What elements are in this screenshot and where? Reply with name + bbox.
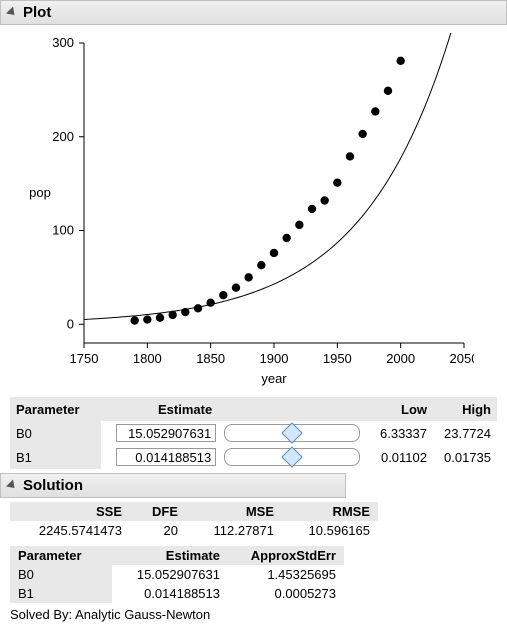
estimate-input[interactable] (116, 424, 216, 442)
param-name: B0 (10, 421, 101, 445)
solution-title: Solution (23, 477, 83, 494)
slider-cell[interactable] (218, 421, 369, 445)
solution-param-table: Parameter Estimate ApproxStdErr B0 15.05… (10, 546, 344, 603)
plot-svg: 1750 1800 1850 1900 1950 2000 2050 0 100 200 300 ye… (24, 33, 474, 389)
svg-text:1950: 1950 (323, 351, 352, 366)
param-stderr: 0.0005273 (228, 584, 344, 603)
solution-param-row: B0 15.052907631 1.45325695 (10, 565, 344, 584)
solved-by-line: Solved By: Analytic Gauss-Newton (10, 607, 497, 622)
svg-text:year: year (261, 371, 287, 386)
svg-text:1750: 1750 (70, 351, 99, 366)
param-row: B0 6.33337 23.7724 (10, 421, 497, 445)
param-name: B1 (10, 584, 112, 603)
svg-text:1800: 1800 (133, 351, 162, 366)
plot-area: 1750 1800 1850 1900 1950 2000 2050 0 100 200 300 ye… (0, 25, 507, 391)
parameter-slider-table: Parameter Estimate Low High B0 6.33337 2… (10, 397, 497, 469)
dfe-value: 20 (130, 521, 186, 540)
svg-text:pop: pop (29, 185, 51, 200)
svg-text:200: 200 (52, 129, 74, 144)
col-low: Low (369, 397, 433, 421)
param-high: 0.01735 (433, 445, 497, 469)
param-name: B0 (10, 565, 112, 584)
mse-value: 112.27871 (186, 521, 282, 540)
svg-text:1900: 1900 (260, 351, 289, 366)
col-mse: MSE (186, 502, 282, 521)
solution-param-row: B1 0.014188513 0.0005273 (10, 584, 344, 603)
param-low: 6.33337 (369, 421, 433, 445)
slider-track[interactable] (224, 448, 360, 466)
disclosure-triangle-icon[interactable] (6, 479, 18, 491)
col-parameter: Parameter (10, 397, 101, 421)
col-estimate: Estimate (101, 397, 218, 421)
param-row: B1 0.01102 0.01735 (10, 445, 497, 469)
col-estimate: Estimate (112, 546, 228, 565)
param-stderr: 1.45325695 (228, 565, 344, 584)
slider-track[interactable] (224, 424, 360, 442)
param-low: 0.01102 (369, 445, 433, 469)
col-high: High (433, 397, 497, 421)
solved-by-value: Analytic Gauss-Newton (75, 607, 210, 622)
slider-cell[interactable] (218, 445, 369, 469)
svg-text:2050: 2050 (450, 351, 474, 366)
param-estimate: 0.014188513 (112, 584, 228, 603)
disclosure-triangle-icon[interactable] (6, 6, 18, 18)
col-stderr: ApproxStdErr (228, 546, 344, 565)
param-high: 23.7724 (433, 421, 497, 445)
param-name: B1 (10, 445, 101, 469)
col-sse: SSE (10, 502, 130, 521)
svg-text:2000: 2000 (386, 351, 415, 366)
fit-stats-table: SSE DFE MSE RMSE 2245.5741473 20 112.278… (10, 502, 378, 540)
estimate-input[interactable] (116, 448, 216, 466)
param-estimate: 15.052907631 (112, 565, 228, 584)
solution-section-header[interactable]: Solution (0, 473, 346, 498)
plot-section-header[interactable]: Plot (0, 0, 507, 25)
rmse-value: 10.596165 (282, 521, 378, 540)
svg-text:100: 100 (52, 223, 74, 238)
col-parameter: Parameter (10, 546, 112, 565)
col-rmse: RMSE (282, 502, 378, 521)
col-dfe: DFE (130, 502, 186, 521)
svg-text:1850: 1850 (196, 351, 225, 366)
plot-title: Plot (23, 4, 51, 21)
svg-text:0: 0 (67, 316, 74, 331)
sse-value: 2245.5741473 (10, 521, 130, 540)
svg-text:300: 300 (52, 35, 74, 50)
col-slider (218, 397, 369, 421)
solved-by-label: Solved By: (10, 607, 72, 622)
